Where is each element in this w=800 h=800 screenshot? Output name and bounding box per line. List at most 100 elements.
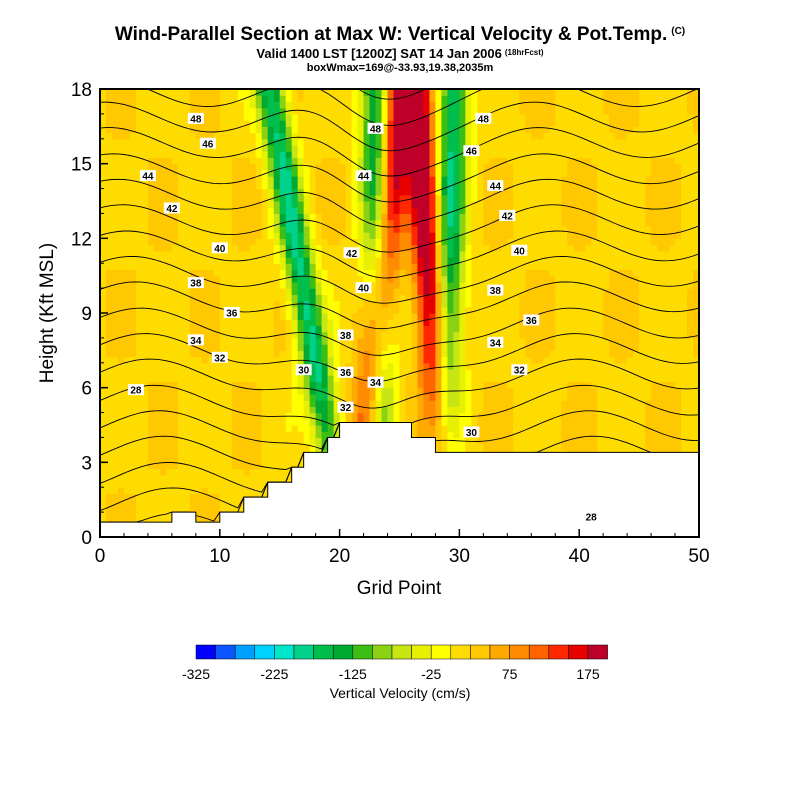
field-cell — [369, 238, 377, 246]
field-cell — [225, 437, 233, 445]
field-cell — [315, 238, 323, 246]
field-cell — [309, 281, 317, 289]
field-cell — [411, 281, 419, 289]
field-cell — [453, 157, 460, 165]
field-cell — [201, 113, 209, 121]
field-cell — [363, 113, 371, 121]
field-cell — [453, 350, 460, 358]
field-cell — [447, 138, 455, 146]
field-cell — [291, 456, 299, 463]
field-cell — [405, 232, 413, 239]
field-cell — [183, 244, 191, 252]
field-cell — [501, 244, 508, 252]
field-cell — [297, 176, 305, 183]
field-cell — [213, 344, 221, 351]
field-cell — [429, 219, 437, 227]
field-cell — [225, 145, 233, 152]
field-cell — [399, 138, 407, 146]
field-cell — [327, 337, 335, 345]
field-cell — [225, 250, 233, 258]
field-cell — [291, 275, 299, 283]
field-cell — [315, 101, 323, 109]
field-cell — [417, 294, 425, 302]
field-cell — [100, 288, 107, 295]
field-cell — [471, 194, 478, 202]
field-cell — [447, 275, 455, 283]
field-cell — [477, 337, 484, 345]
field-cell — [183, 443, 191, 451]
field-cell — [507, 331, 514, 339]
field-cell — [435, 250, 443, 258]
field-cell — [303, 250, 311, 258]
field-cell — [405, 132, 413, 140]
field-cell — [261, 462, 269, 470]
field-cell — [177, 319, 185, 327]
field-cell — [165, 406, 173, 414]
field-cell — [135, 449, 143, 457]
field-cell — [267, 95, 275, 103]
field-cell — [471, 238, 478, 246]
field-cell — [333, 120, 341, 127]
field-cell — [441, 176, 449, 183]
field-cell — [123, 406, 131, 414]
field-cell — [369, 313, 377, 320]
field-cell — [249, 269, 257, 277]
field-cell — [405, 400, 413, 407]
field-cell — [171, 225, 179, 233]
field-cell — [411, 337, 419, 345]
field-cell — [333, 89, 341, 96]
field-cell — [459, 101, 466, 109]
field-cell — [267, 176, 275, 183]
field-cell — [321, 275, 329, 283]
field-cell — [231, 369, 239, 376]
field-cell — [315, 163, 323, 171]
field-cell — [165, 294, 173, 302]
field-cell — [135, 337, 143, 345]
field-cell — [315, 95, 323, 103]
field-cell — [471, 288, 478, 295]
field-cell — [243, 151, 251, 159]
field-cell — [315, 443, 323, 451]
field-cell — [237, 468, 245, 476]
field-cell — [237, 418, 245, 426]
field-cell — [225, 331, 233, 339]
field-cell — [429, 95, 437, 103]
field-cell — [291, 356, 299, 364]
field-cell — [429, 288, 437, 295]
field-cell — [507, 232, 514, 239]
field-cell — [441, 381, 449, 389]
field-cell — [339, 188, 347, 196]
field-cell — [423, 225, 431, 233]
field-cell — [171, 412, 179, 420]
field-cell — [435, 381, 443, 389]
field-cell — [129, 182, 137, 190]
field-cell — [153, 263, 161, 271]
field-cell — [291, 163, 299, 171]
field-cell — [363, 107, 371, 115]
field-cell — [123, 369, 131, 376]
field-cell — [285, 250, 293, 258]
field-cell — [159, 381, 167, 389]
field-cell — [207, 306, 215, 314]
field-cell — [100, 350, 107, 358]
field-cell — [201, 107, 209, 115]
field-cell — [465, 306, 472, 314]
field-cell — [111, 219, 119, 227]
field-cell — [483, 387, 490, 395]
field-cell — [105, 443, 113, 451]
field-cell — [135, 219, 143, 227]
field-cell — [381, 126, 389, 134]
field-cell — [291, 337, 299, 345]
field-cell — [417, 151, 425, 159]
field-cell — [219, 505, 227, 513]
field-cell — [357, 188, 365, 196]
field-cell — [465, 387, 472, 395]
field-cell — [177, 481, 185, 488]
field-cell — [183, 499, 191, 507]
field-cell — [105, 188, 113, 196]
field-cell — [471, 356, 478, 364]
field-cell — [327, 207, 335, 215]
field-cell — [171, 400, 179, 407]
field-cell — [297, 325, 305, 333]
field-cell — [297, 393, 305, 401]
